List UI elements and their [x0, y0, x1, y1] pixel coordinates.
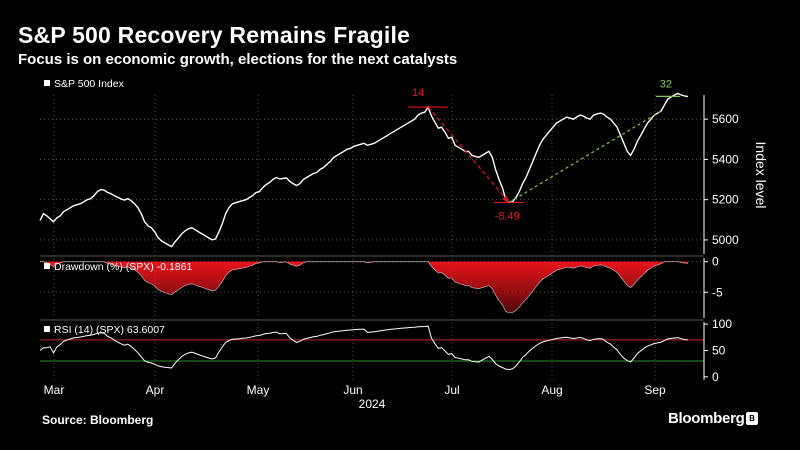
- rsi-legend: RSI (14) (SPX) 63.6007: [54, 324, 165, 336]
- price-tick-label: 5000: [712, 233, 739, 247]
- rsi-legend-swatch: [44, 326, 50, 332]
- trough-label: -8.49: [495, 210, 520, 222]
- drawdown-area-layer: [40, 261, 689, 314]
- price-line: [39, 92, 689, 248]
- rsi-tick-label: 0: [712, 370, 719, 384]
- decline-arrowhead: [502, 195, 510, 203]
- x-tick-label: Jun: [343, 383, 362, 397]
- rsi-line-layer: [39, 325, 704, 371]
- x-tick-label: Apr: [146, 383, 165, 397]
- x-tick-label: Mar: [44, 383, 65, 397]
- grid-lines: [40, 95, 704, 380]
- peak-label: 14: [412, 87, 424, 99]
- recovery-label: 32: [660, 78, 672, 90]
- price-line-layer: [39, 92, 689, 248]
- price-tick-label: 5600: [712, 112, 739, 126]
- decline-arrow-line: [427, 106, 510, 203]
- drawdown-outline: [40, 261, 689, 314]
- chart-title: S&P 500 Recovery Remains Fragile: [18, 22, 411, 48]
- drawdown-area: [40, 261, 688, 313]
- chart-subtitle: Focus is on economic growth, elections f…: [18, 51, 458, 68]
- price-legend-swatch: [44, 80, 50, 86]
- rsi-line: [39, 325, 689, 371]
- price-tick-label: 5200: [712, 193, 739, 207]
- x-tick-label: Jul: [444, 383, 459, 397]
- x-tick-label: May: [247, 383, 270, 397]
- drawdown-tick-label: 0: [712, 255, 719, 269]
- price-legend: S&P 500 Index: [54, 78, 125, 90]
- annotation-layer: 14 -8.49 32: [408, 78, 680, 222]
- axis-layer: Mar Apr May Jun Jul Aug Sep 5000 5200 5400 5600 0 -5…: [44, 95, 739, 397]
- bloomberg-badge-icon: B: [746, 412, 758, 425]
- y-axis-title: Index level: [753, 142, 769, 209]
- rsi-tick-label: 100: [712, 317, 732, 331]
- drawdown-legend-swatch: [44, 263, 50, 269]
- x-tick-label: Sep: [644, 383, 666, 397]
- source-note: Source: Bloomberg: [42, 413, 154, 427]
- price-tick-label: 5400: [712, 152, 739, 166]
- drawdown-legend: Drawdown (%) (SPX) -0.1861: [54, 261, 192, 273]
- recovery-trend-line: [508, 110, 661, 203]
- x-axis-year-label: 2024: [359, 397, 386, 411]
- x-tick-label: Aug: [541, 383, 562, 397]
- drawdown-tick-label: -5: [712, 285, 723, 299]
- bloomberg-logo: Bloomberg: [668, 410, 745, 427]
- rsi-tick-label: 50: [712, 343, 726, 357]
